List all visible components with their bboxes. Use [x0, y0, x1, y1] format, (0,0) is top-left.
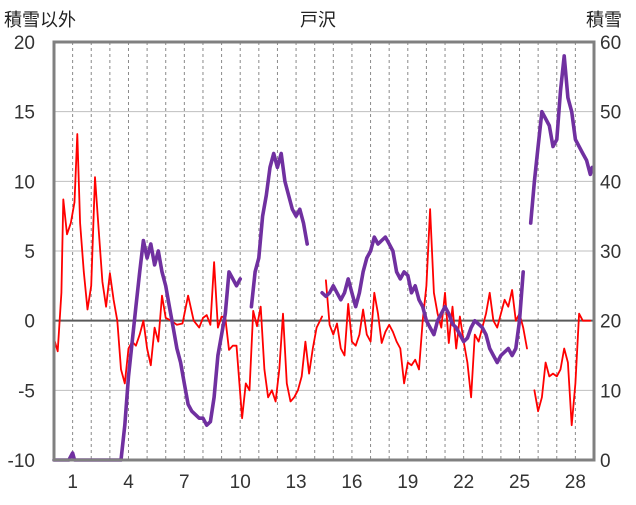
right-tick-label: 60 [600, 33, 621, 54]
x-tick-label: 7 [179, 472, 190, 493]
right-tick-label: 10 [600, 381, 621, 402]
x-tick-label: 28 [565, 472, 586, 493]
right-tick-label: 20 [600, 312, 621, 333]
right-series-line [52, 238, 242, 462]
left-series-line [533, 312, 592, 427]
x-tick-label: 16 [341, 472, 362, 493]
left-axis-title: 積雪以外 [4, 10, 76, 31]
left-tick-label: 15 [14, 103, 35, 124]
left-tick-label: 0 [24, 312, 35, 333]
x-tick-label: 4 [123, 472, 134, 493]
right-series-line [320, 235, 526, 365]
right-series-line [528, 54, 594, 225]
x-tick-label: 19 [397, 472, 418, 493]
right-tick-label: 0 [600, 451, 611, 472]
x-tick-label: 25 [509, 472, 530, 493]
right-tick-label: 50 [600, 103, 621, 124]
right-axis-title: 積雪 [586, 10, 622, 31]
left-series-line [324, 208, 528, 399]
plot-frame [52, 40, 596, 462]
chart-title: 戸沢 [300, 10, 336, 31]
right-tick-label: 30 [600, 242, 621, 263]
left-tick-label: -10 [8, 451, 35, 472]
left-tick-label: 20 [14, 33, 35, 54]
left-tick-label: 5 [24, 242, 35, 263]
left-series-line [53, 133, 324, 420]
x-tick-label: 13 [285, 472, 306, 493]
x-tick-label: 22 [453, 472, 474, 493]
right-tick-label: 40 [600, 172, 621, 193]
left-tick-label: 10 [14, 172, 35, 193]
left-tick-label: -5 [18, 381, 35, 402]
x-tick-label: 1 [67, 472, 78, 493]
x-tick-label: 10 [230, 472, 251, 493]
right-series-line [249, 151, 310, 309]
